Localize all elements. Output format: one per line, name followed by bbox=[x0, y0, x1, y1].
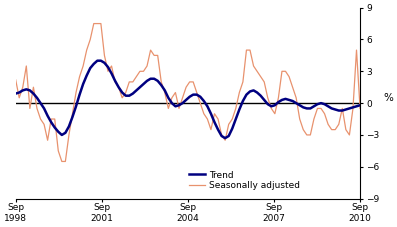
Legend: Trend, Seasonally adjusted: Trend, Seasonally adjusted bbox=[185, 167, 304, 194]
Y-axis label: %: % bbox=[383, 93, 393, 103]
